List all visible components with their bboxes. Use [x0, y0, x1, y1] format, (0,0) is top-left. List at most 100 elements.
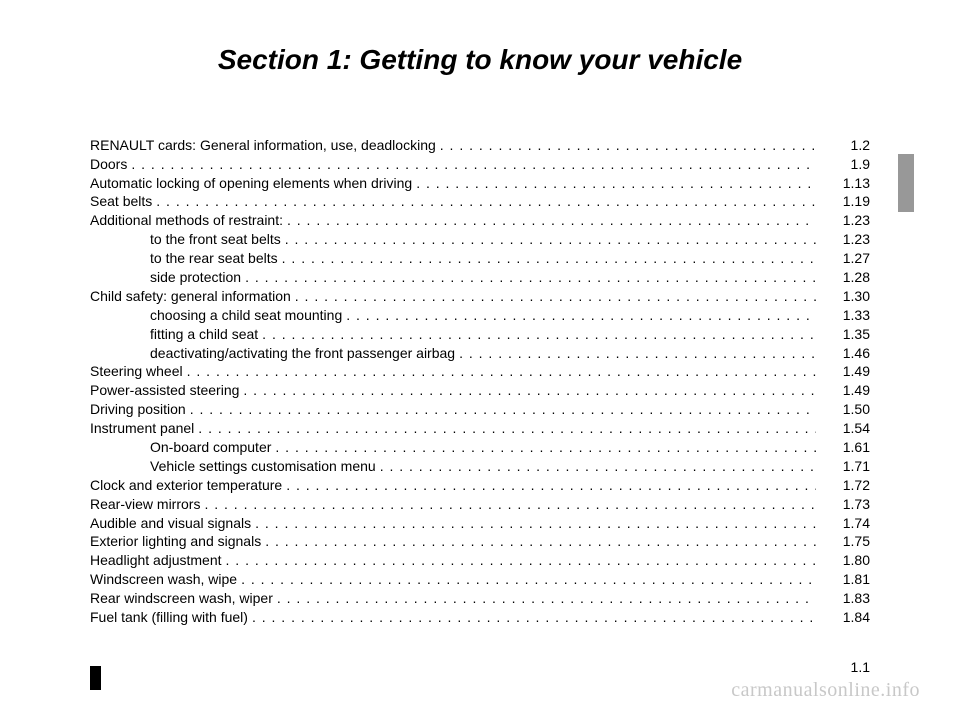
table-of-contents: RENAULT cards: General information, use,… — [90, 136, 870, 627]
toc-leader-dots: . . . . . . . . . . . . . . . . . . . . … — [459, 344, 816, 363]
section-tab-mark — [898, 154, 914, 212]
page-number: 1.1 — [851, 659, 870, 675]
toc-row: to the front seat belts. . . . . . . . .… — [90, 230, 870, 249]
toc-leader-dots: . . . . . . . . . . . . . . . . . . . . … — [187, 362, 816, 381]
toc-entry-page: 1.73 — [820, 495, 870, 514]
toc-row: Fuel tank (filling with fuel). . . . . .… — [90, 608, 870, 627]
toc-entry-page: 1.75 — [820, 532, 870, 551]
toc-leader-dots: . . . . . . . . . . . . . . . . . . . . … — [255, 514, 816, 533]
toc-entry-label: fitting a child seat — [90, 325, 258, 344]
toc-row: On-board computer. . . . . . . . . . . .… — [90, 438, 870, 457]
toc-entry-label: deactivating/activating the front passen… — [90, 344, 455, 363]
toc-row: Vehicle settings customisation menu. . .… — [90, 457, 870, 476]
toc-entry-page: 1.81 — [820, 570, 870, 589]
toc-entry-label: Rear-view mirrors — [90, 495, 200, 514]
toc-entry-page: 1.50 — [820, 400, 870, 419]
toc-row: Additional methods of restraint:. . . . … — [90, 211, 870, 230]
toc-entry-page: 1.72 — [820, 476, 870, 495]
toc-entry-label: Instrument panel — [90, 419, 194, 438]
section-title: Section 1: Getting to know your vehicle — [90, 44, 870, 76]
toc-entry-label: Additional methods of restraint: — [90, 211, 283, 230]
manual-page: Section 1: Getting to know your vehicle … — [0, 0, 960, 710]
toc-row: Clock and exterior temperature. . . . . … — [90, 476, 870, 495]
toc-row: to the rear seat belts. . . . . . . . . … — [90, 249, 870, 268]
toc-entry-label: Doors — [90, 155, 127, 174]
toc-leader-dots: . . . . . . . . . . . . . . . . . . . . … — [282, 249, 816, 268]
toc-entry-page: 1.74 — [820, 514, 870, 533]
toc-leader-dots: . . . . . . . . . . . . . . . . . . . . … — [265, 532, 816, 551]
toc-row: Instrument panel. . . . . . . . . . . . … — [90, 419, 870, 438]
toc-entry-label: Fuel tank (filling with fuel) — [90, 608, 248, 627]
toc-row: Doors. . . . . . . . . . . . . . . . . .… — [90, 155, 870, 174]
toc-entry-page: 1.28 — [820, 268, 870, 287]
toc-row: Seat belts. . . . . . . . . . . . . . . … — [90, 192, 870, 211]
toc-entry-label: Steering wheel — [90, 362, 183, 381]
toc-entry-page: 1.49 — [820, 381, 870, 400]
toc-entry-page: 1.33 — [820, 306, 870, 325]
toc-leader-dots: . . . . . . . . . . . . . . . . . . . . … — [440, 136, 816, 155]
toc-row: Driving position. . . . . . . . . . . . … — [90, 400, 870, 419]
toc-row: Rear-view mirrors. . . . . . . . . . . .… — [90, 495, 870, 514]
toc-leader-dots: . . . . . . . . . . . . . . . . . . . . … — [295, 287, 816, 306]
toc-leader-dots: . . . . . . . . . . . . . . . . . . . . … — [275, 438, 816, 457]
toc-leader-dots: . . . . . . . . . . . . . . . . . . . . … — [190, 400, 816, 419]
toc-leader-dots: . . . . . . . . . . . . . . . . . . . . … — [286, 476, 816, 495]
toc-entry-label: Automatic locking of opening elements wh… — [90, 174, 412, 193]
toc-leader-dots: . . . . . . . . . . . . . . . . . . . . … — [243, 381, 816, 400]
toc-leader-dots: . . . . . . . . . . . . . . . . . . . . … — [204, 495, 816, 514]
toc-entry-page: 1.71 — [820, 457, 870, 476]
toc-row: Power-assisted steering. . . . . . . . .… — [90, 381, 870, 400]
toc-entry-page: 1.61 — [820, 438, 870, 457]
toc-entry-label: On-board computer — [90, 438, 271, 457]
toc-leader-dots: . . . . . . . . . . . . . . . . . . . . … — [245, 268, 816, 287]
toc-entry-page: 1.83 — [820, 589, 870, 608]
toc-entry-page: 1.23 — [820, 230, 870, 249]
toc-entry-label: Audible and visual signals — [90, 514, 251, 533]
toc-row: Rear windscreen wash, wiper. . . . . . .… — [90, 589, 870, 608]
toc-leader-dots: . . . . . . . . . . . . . . . . . . . . … — [380, 457, 816, 476]
toc-entry-label: choosing a child seat mounting — [90, 306, 342, 325]
toc-entry-page: 1.80 — [820, 551, 870, 570]
toc-entry-label: side protection — [90, 268, 241, 287]
toc-leader-dots: . . . . . . . . . . . . . . . . . . . . … — [287, 211, 816, 230]
toc-leader-dots: . . . . . . . . . . . . . . . . . . . . … — [277, 589, 816, 608]
toc-entry-page: 1.19 — [820, 192, 870, 211]
toc-leader-dots: . . . . . . . . . . . . . . . . . . . . … — [131, 155, 816, 174]
toc-row: Exterior lighting and signals. . . . . .… — [90, 532, 870, 551]
toc-row: choosing a child seat mounting. . . . . … — [90, 306, 870, 325]
toc-row: RENAULT cards: General information, use,… — [90, 136, 870, 155]
toc-entry-page: 1.30 — [820, 287, 870, 306]
toc-entry-label: Power-assisted steering — [90, 381, 239, 400]
toc-row: Child safety: general information. . . .… — [90, 287, 870, 306]
toc-leader-dots: . . . . . . . . . . . . . . . . . . . . … — [156, 192, 816, 211]
toc-leader-dots: . . . . . . . . . . . . . . . . . . . . … — [346, 306, 816, 325]
toc-entry-label: Seat belts — [90, 192, 152, 211]
toc-entry-page: 1.13 — [820, 174, 870, 193]
toc-entry-page: 1.46 — [820, 344, 870, 363]
toc-leader-dots: . . . . . . . . . . . . . . . . . . . . … — [252, 608, 816, 627]
toc-row: Headlight adjustment. . . . . . . . . . … — [90, 551, 870, 570]
toc-entry-label: Exterior lighting and signals — [90, 532, 261, 551]
toc-entry-label: Vehicle settings customisation menu — [90, 457, 376, 476]
toc-row: deactivating/activating the front passen… — [90, 344, 870, 363]
toc-row: fitting a child seat. . . . . . . . . . … — [90, 325, 870, 344]
toc-entry-label: RENAULT cards: General information, use,… — [90, 136, 436, 155]
toc-entry-label: Clock and exterior temperature — [90, 476, 282, 495]
toc-entry-page: 1.54 — [820, 419, 870, 438]
toc-row: Audible and visual signals. . . . . . . … — [90, 514, 870, 533]
watermark-text: carmanualsonline.info — [731, 679, 920, 702]
toc-entry-label: to the rear seat belts — [90, 249, 278, 268]
toc-entry-label: Rear windscreen wash, wiper — [90, 589, 273, 608]
toc-row: side protection. . . . . . . . . . . . .… — [90, 268, 870, 287]
toc-leader-dots: . . . . . . . . . . . . . . . . . . . . … — [285, 230, 816, 249]
toc-entry-page: 1.9 — [820, 155, 870, 174]
toc-entry-page: 1.2 — [820, 136, 870, 155]
toc-leader-dots: . . . . . . . . . . . . . . . . . . . . … — [198, 419, 816, 438]
toc-row: Windscreen wash, wipe. . . . . . . . . .… — [90, 570, 870, 589]
toc-leader-dots: . . . . . . . . . . . . . . . . . . . . … — [262, 325, 816, 344]
toc-entry-page: 1.23 — [820, 211, 870, 230]
crop-mark — [90, 666, 101, 690]
toc-entry-label: Driving position — [90, 400, 186, 419]
toc-entry-page: 1.27 — [820, 249, 870, 268]
toc-entry-page: 1.84 — [820, 608, 870, 627]
